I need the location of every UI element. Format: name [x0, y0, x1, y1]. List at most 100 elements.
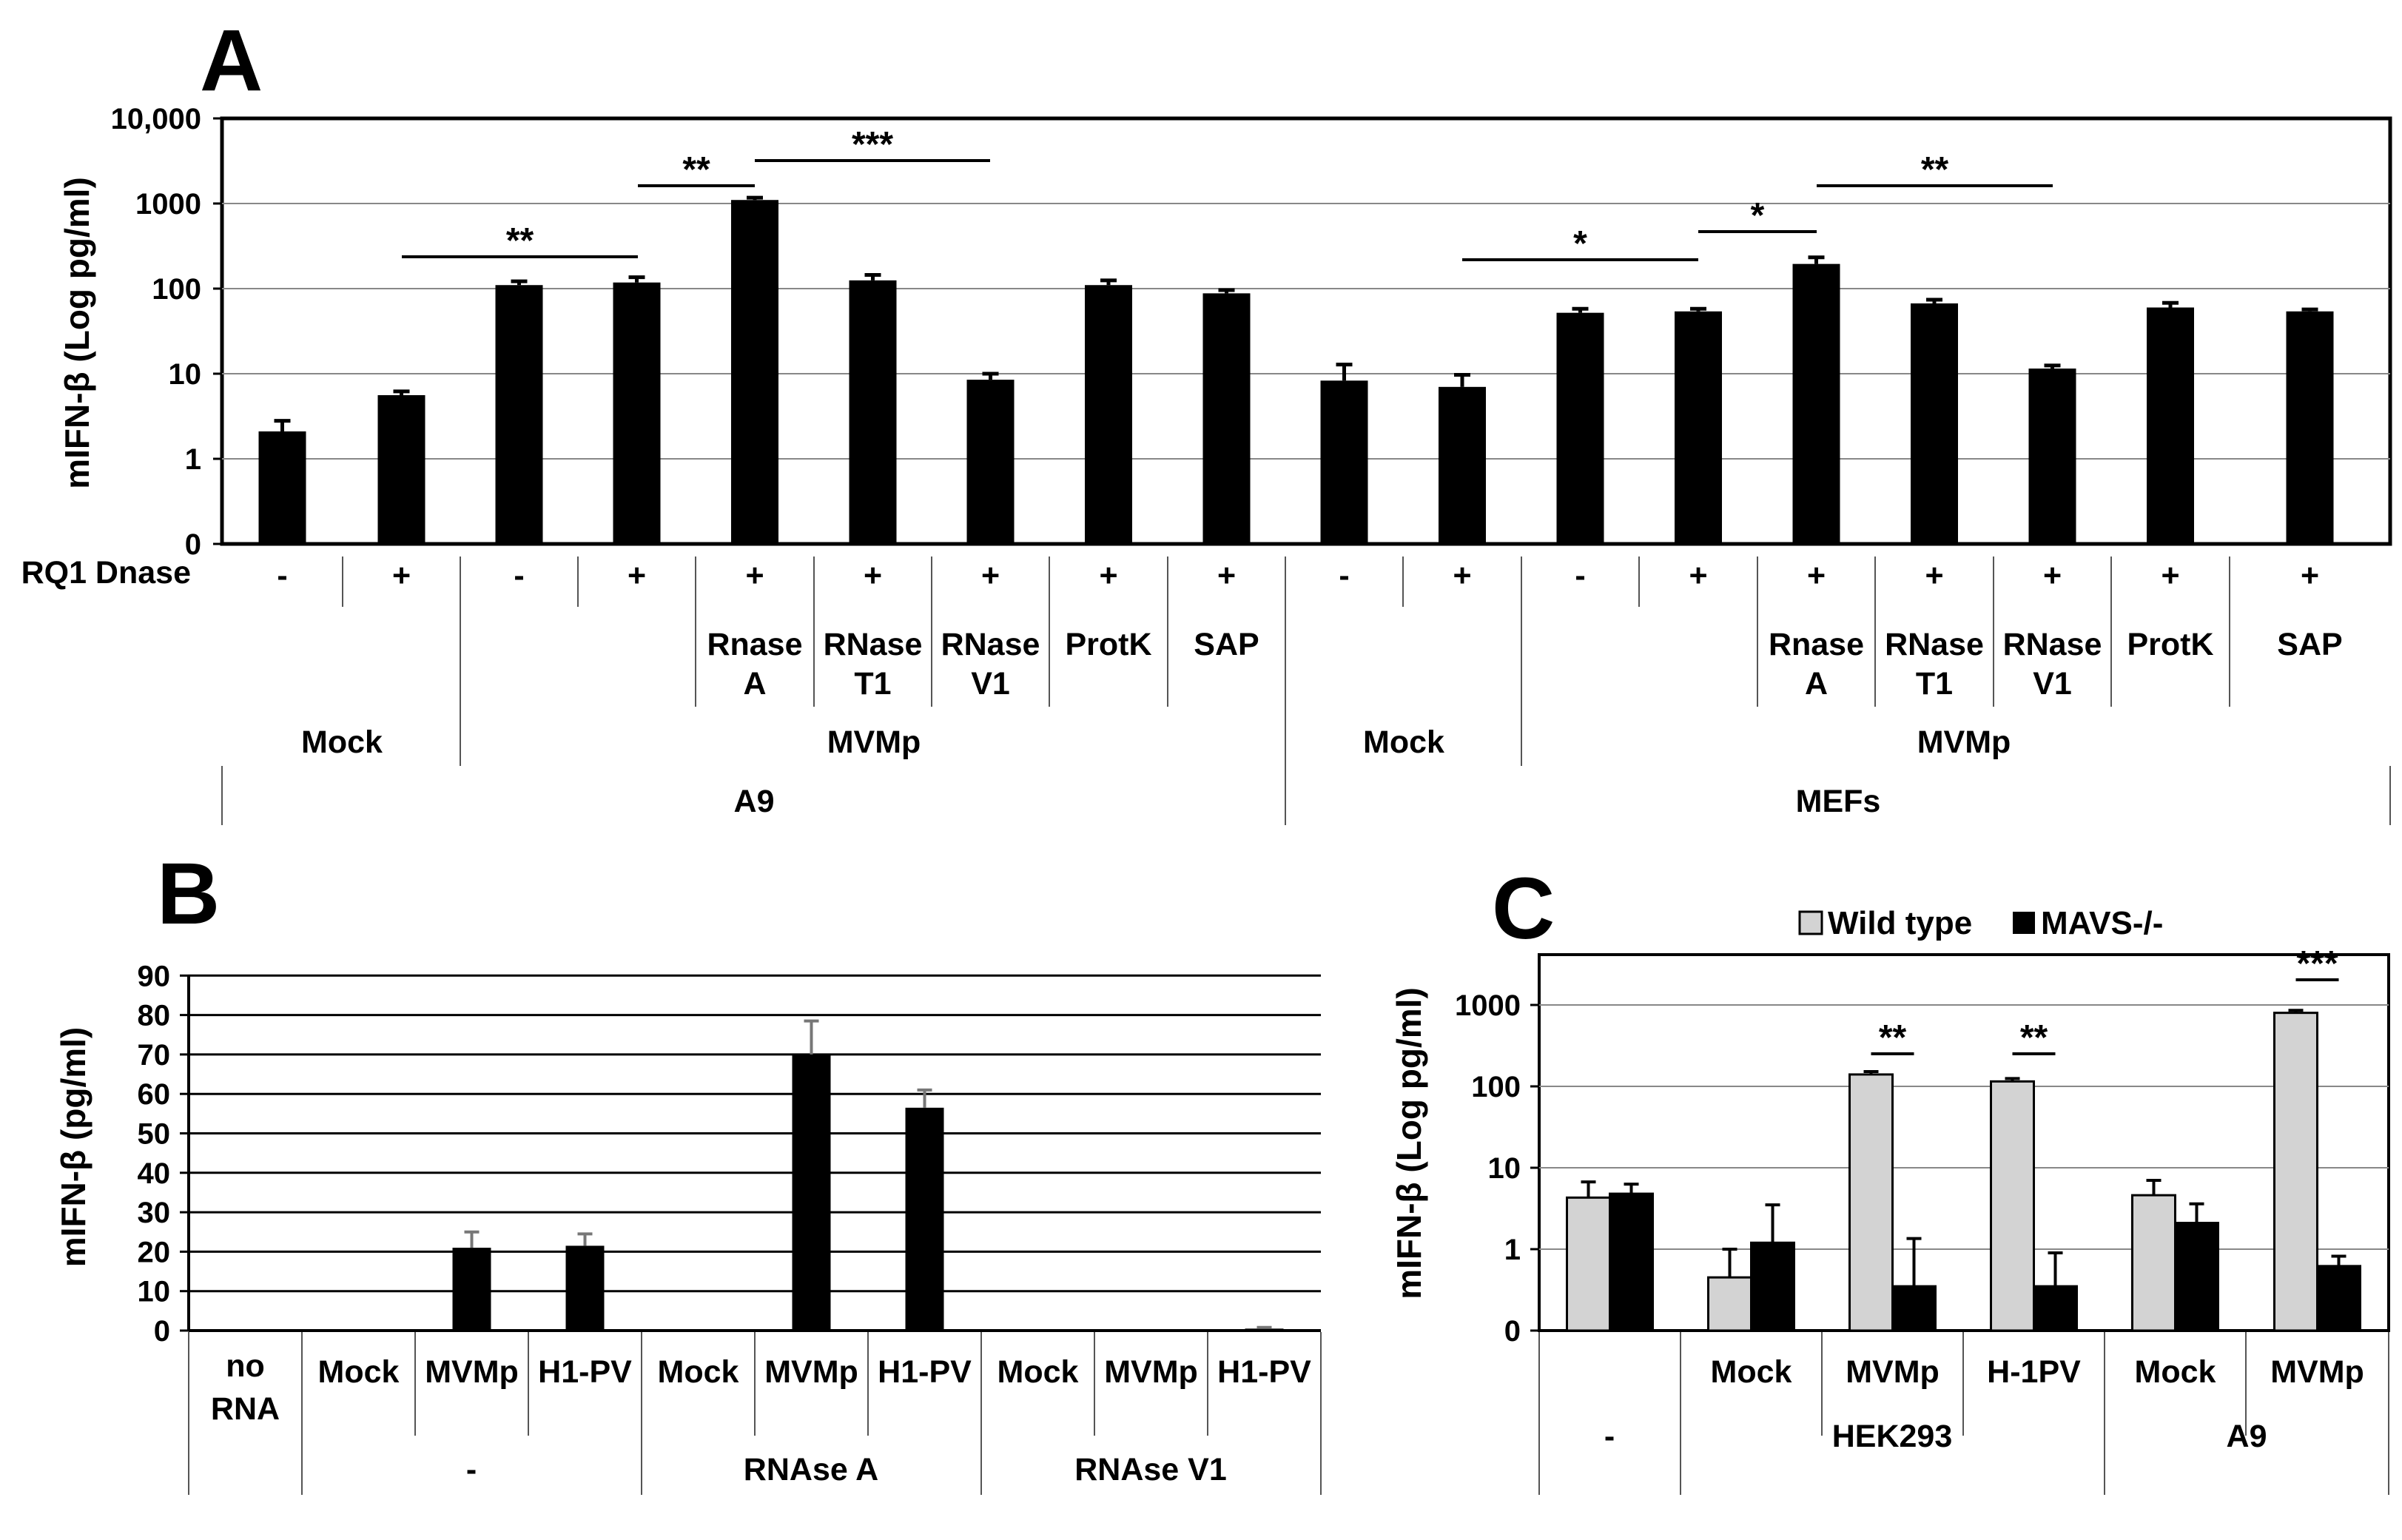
panel-a-dnase-label: -: [1339, 558, 1349, 594]
panel-c-group-label: HEK293: [1832, 1419, 1953, 1454]
panel-a-dnase-label: +: [1807, 558, 1826, 594]
panel-a-row-label: RQ1 Dnase: [21, 555, 191, 591]
panel-c-significance-label: **: [1879, 1018, 1907, 1058]
legend-swatch-wild-type: [1798, 910, 1823, 935]
panel-c-y-axis-label: mIFN-β (Log pg/ml): [1390, 987, 1428, 1299]
panel-c-legend: Wild type MAVS-/-: [1798, 905, 2163, 941]
panel-a-dnase-label: +: [1453, 558, 1471, 594]
panel-b-y-axis-label: mIFN-β (pg/ml): [54, 1027, 92, 1267]
panel-b-category-label: MVMp: [1104, 1354, 1198, 1390]
panel-b-y-tick-label: 50: [138, 1118, 171, 1151]
panel-a-group-label: Mock: [1363, 724, 1444, 760]
panel-a-dnase-label: -: [1575, 558, 1585, 594]
panel-c-category-label: MVMp: [1846, 1354, 1940, 1390]
panel-b-y-tick-label: 20: [138, 1236, 171, 1268]
panel-c-plot-frame: [1538, 953, 2390, 1332]
panel-a-bar: [1202, 293, 1251, 544]
panel-c-category-label: Mock: [2135, 1354, 2216, 1390]
legend-label-wild-type: Wild type: [1828, 905, 1972, 941]
panel-a-significance-label: *: [1751, 196, 1765, 235]
panel-a-treatment-label: T1: [1916, 666, 1953, 702]
panel-b-y-tick-label: 30: [138, 1197, 171, 1229]
panel-c-category-label: H-1PV: [1987, 1354, 2081, 1390]
panel-a-treatment-label: RNase: [941, 627, 1040, 662]
panel-a-dnase-label: +: [1217, 558, 1236, 594]
panel-letter-b: B: [157, 845, 220, 943]
panel-a-significance-label: **: [1921, 150, 1949, 189]
panel-b-y-tick-label: 0: [154, 1315, 170, 1348]
panel-c-chart: mIFN-β (Log pg/ml) Wild type MAVS-/- 0 1 1…: [1390, 905, 2390, 1495]
panel-a-bar: [1085, 285, 1132, 544]
panel-c-bar-mavs: [2174, 1222, 2219, 1332]
panel-a-chart: mIFN-β (Log pg/ml) RQ1 Dnase 0 1 10 100 1000…: [21, 103, 2392, 825]
panel-a-dnase-label: +: [2043, 558, 2062, 594]
panel-b-category-label: MVMp: [425, 1354, 519, 1390]
panel-a-dnase-label: +: [981, 558, 1000, 594]
panel-c-group-label: A9: [2227, 1419, 2267, 1454]
panel-a-dnase-label: +: [2161, 558, 2179, 594]
panel-a-y-tick-label: 100: [152, 273, 201, 306]
panel-c-bar-mavs: [1609, 1192, 1654, 1332]
legend-label-mavs: MAVS-/-: [2041, 905, 2163, 941]
panel-letter-c: C: [1492, 860, 1555, 958]
panel-a-dnase-label: +: [392, 558, 411, 594]
panel-a-plot-frame: [220, 116, 2392, 546]
panel-a-treatment-label: SAP: [2277, 627, 2342, 662]
panel-b-category-label: H1-PV: [1217, 1354, 1311, 1390]
panel-a-cell-label: MEFs: [1796, 784, 1881, 819]
panel-a-y-tick-label: 1: [185, 443, 201, 476]
panel-c-y-tick-label: 10: [1488, 1152, 1521, 1185]
panel-a-bar: [849, 280, 897, 544]
panel-a-bar: [731, 200, 778, 544]
panel-b-y-tick-label: 40: [138, 1157, 171, 1190]
panel-a-bar: [2286, 311, 2334, 544]
panel-a-significance-label: **: [682, 150, 710, 189]
panel-a-significance-label: **: [506, 221, 534, 260]
legend-swatch-mavs: [2013, 912, 2035, 934]
panel-a-bar: [377, 394, 425, 544]
panel-b-category-label: Mock: [998, 1354, 1079, 1390]
panel-c-y-tick-label: 1000: [1455, 989, 1521, 1022]
panel-a-y-axis-label: mIFN-β (Log pg/ml): [58, 177, 96, 489]
panel-b-group-label: RNAse A: [744, 1452, 878, 1487]
panel-b-category-label: H1-PV: [538, 1354, 632, 1390]
panel-a-dnase-label: +: [1689, 558, 1707, 594]
panel-a-treatment-label: ProtK: [1065, 627, 1151, 662]
panel-b-bar: [452, 1248, 491, 1331]
panel-b-y-tick-label: 80: [138, 1000, 171, 1032]
panel-a-y-tick-label: 10,000: [111, 103, 201, 135]
panel-b-group-label: RNAse V1: [1074, 1452, 1227, 1487]
panel-a-bar: [2028, 369, 2076, 544]
panel-b-chart: mIFN-β (pg/ml) 0 10 20 30 40 50 60 70 80 90 no RNA…: [54, 960, 1322, 1495]
panel-c-bar-wild-type: [1848, 1073, 1894, 1332]
panel-a-dnase-label: +: [1099, 558, 1117, 594]
panel-a-treatment-label: A: [743, 666, 766, 702]
panel-a-significance-label: *: [1573, 224, 1587, 263]
panel-a-cell-label: A9: [734, 784, 775, 819]
panel-a-treatment-label: Rnase: [1769, 627, 1864, 662]
panel-b-category-label: no: [226, 1348, 265, 1384]
panel-a-dnase-label: +: [1925, 558, 1943, 594]
panel-a-treatment-label: V1: [2033, 666, 2072, 702]
panel-a-treatment-label: SAP: [1194, 627, 1259, 662]
panel-letter-a: A: [200, 12, 263, 110]
panel-a-bar: [1675, 311, 1722, 544]
panel-a-group-label: Mock: [301, 724, 383, 760]
panel-a-bar: [1792, 263, 1840, 544]
panel-c-group-label: -: [1604, 1419, 1615, 1454]
panel-b-bar: [565, 1245, 605, 1331]
panel-c-y-tick-label: 1: [1504, 1234, 1521, 1266]
panel-c-y-tick-label: 100: [1471, 1071, 1521, 1103]
panel-a-significance-label: ***: [852, 125, 893, 164]
panel-a-treatment-label: RNase: [824, 627, 923, 662]
panel-b-category-label: H1-PV: [878, 1354, 972, 1390]
panel-c-bar-mavs: [1750, 1241, 1795, 1332]
panel-a-dnase-label: +: [864, 558, 882, 594]
panel-c-bar-wild-type: [1990, 1080, 2035, 1332]
panel-a-y-tick-label: 0: [185, 528, 201, 561]
panel-a-bar: [495, 285, 543, 544]
panel-b-category-label: Mock: [318, 1354, 400, 1390]
panel-c-significance-label: **: [2020, 1018, 2048, 1058]
panel-a-dnase-label: -: [277, 558, 287, 594]
